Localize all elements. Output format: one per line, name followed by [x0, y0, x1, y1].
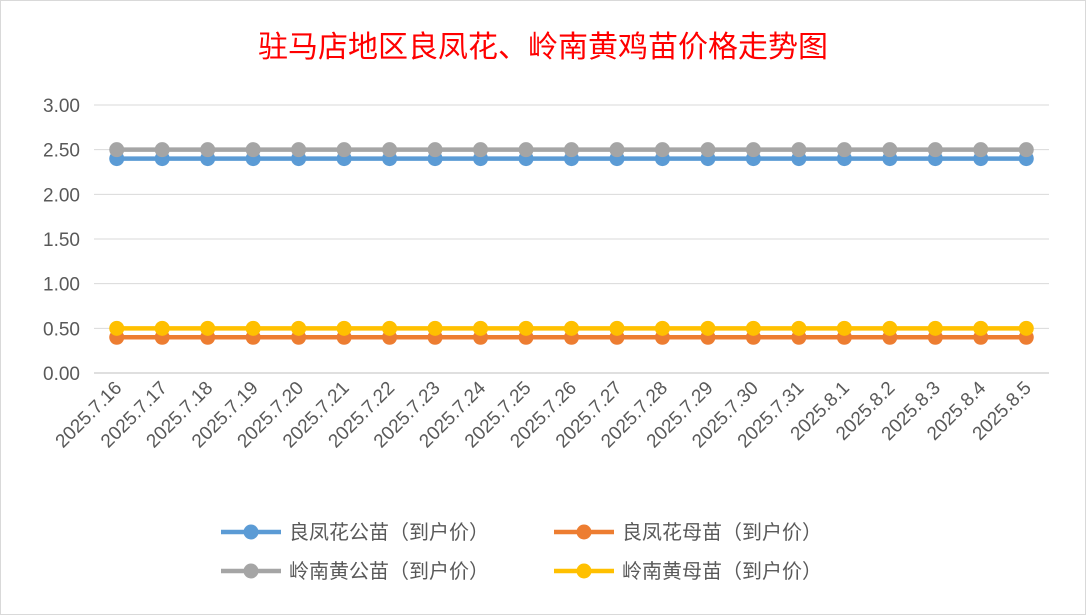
legend-label: 良凤花公苗（到户价）	[289, 520, 489, 544]
data-point	[382, 320, 398, 336]
data-point	[1018, 142, 1034, 158]
data-point	[564, 320, 579, 336]
data-point	[291, 142, 307, 158]
data-point	[518, 142, 534, 158]
data-point	[245, 320, 261, 336]
data-point	[518, 320, 534, 336]
data-point	[109, 142, 125, 158]
data-point	[154, 142, 170, 158]
y-tick-label: 0.50	[43, 319, 80, 340]
data-point	[200, 320, 216, 336]
data-point	[291, 320, 307, 336]
data-point	[882, 320, 898, 336]
data-point	[836, 320, 852, 336]
data-point	[836, 142, 852, 158]
data-point	[791, 142, 807, 158]
data-point	[1018, 320, 1034, 336]
data-point	[154, 320, 170, 336]
data-point	[745, 142, 761, 158]
y-tick-label: 1.50	[43, 230, 80, 251]
series-2	[109, 142, 1034, 158]
data-point	[473, 142, 489, 158]
data-point	[109, 320, 125, 336]
legend-item: 岭南黄公苗（到户价）	[221, 559, 489, 583]
series-group	[109, 142, 1034, 345]
legend-marker	[243, 563, 259, 579]
legend-label: 岭南黄公苗（到户价）	[289, 559, 489, 583]
legend-item: 良凤花公苗（到户价）	[221, 520, 489, 544]
legend-label: 良凤花母苗（到户价）	[622, 520, 822, 544]
y-tick-label: 2.00	[43, 185, 80, 206]
data-point	[473, 320, 489, 336]
data-point	[382, 142, 398, 158]
y-tick-label: 1.00	[43, 275, 80, 296]
data-point	[791, 320, 807, 336]
data-point	[200, 142, 216, 158]
data-point	[609, 320, 625, 336]
y-tick-label: 3.00	[43, 96, 80, 117]
series-3	[109, 320, 1034, 336]
data-point	[245, 142, 261, 158]
data-point	[427, 142, 443, 158]
data-point	[700, 142, 716, 158]
legend-marker	[576, 563, 592, 579]
data-point	[927, 320, 943, 336]
data-point	[427, 320, 443, 336]
data-point	[973, 142, 989, 158]
data-point	[564, 142, 579, 158]
legend: 良凤花公苗（到户价） 良凤花母苗（到户价） 岭南黄公苗（到户价） 岭南黄母苗（到户价）	[221, 520, 822, 583]
data-point	[973, 320, 989, 336]
legend-marker	[243, 524, 259, 540]
y-axis-ticks: 0.00 0.50 1.00 1.50 2.00 2.50 3.00	[43, 96, 80, 385]
data-point	[654, 142, 670, 158]
data-point	[336, 142, 352, 158]
data-point	[336, 320, 352, 336]
data-point	[927, 142, 943, 158]
legend-label: 岭南黄母苗（到户价）	[622, 559, 822, 583]
data-point	[882, 142, 898, 158]
data-point	[654, 320, 670, 336]
legend-item: 岭南黄母苗（到户价）	[554, 559, 822, 583]
y-tick-label: 2.50	[43, 141, 80, 162]
legend-item: 良凤花母苗（到户价）	[554, 520, 822, 544]
y-tick-label: 0.00	[43, 364, 80, 385]
legend-marker	[576, 524, 592, 540]
chart-title: 驻马店地区良凤花、岭南黄鸡苗价格走势图	[258, 30, 828, 65]
data-point	[700, 320, 716, 336]
x-axis-ticks: 2025.7.162025.7.172025.7.182025.7.192025…	[52, 377, 1036, 452]
data-point	[745, 320, 761, 336]
data-point	[609, 142, 625, 158]
